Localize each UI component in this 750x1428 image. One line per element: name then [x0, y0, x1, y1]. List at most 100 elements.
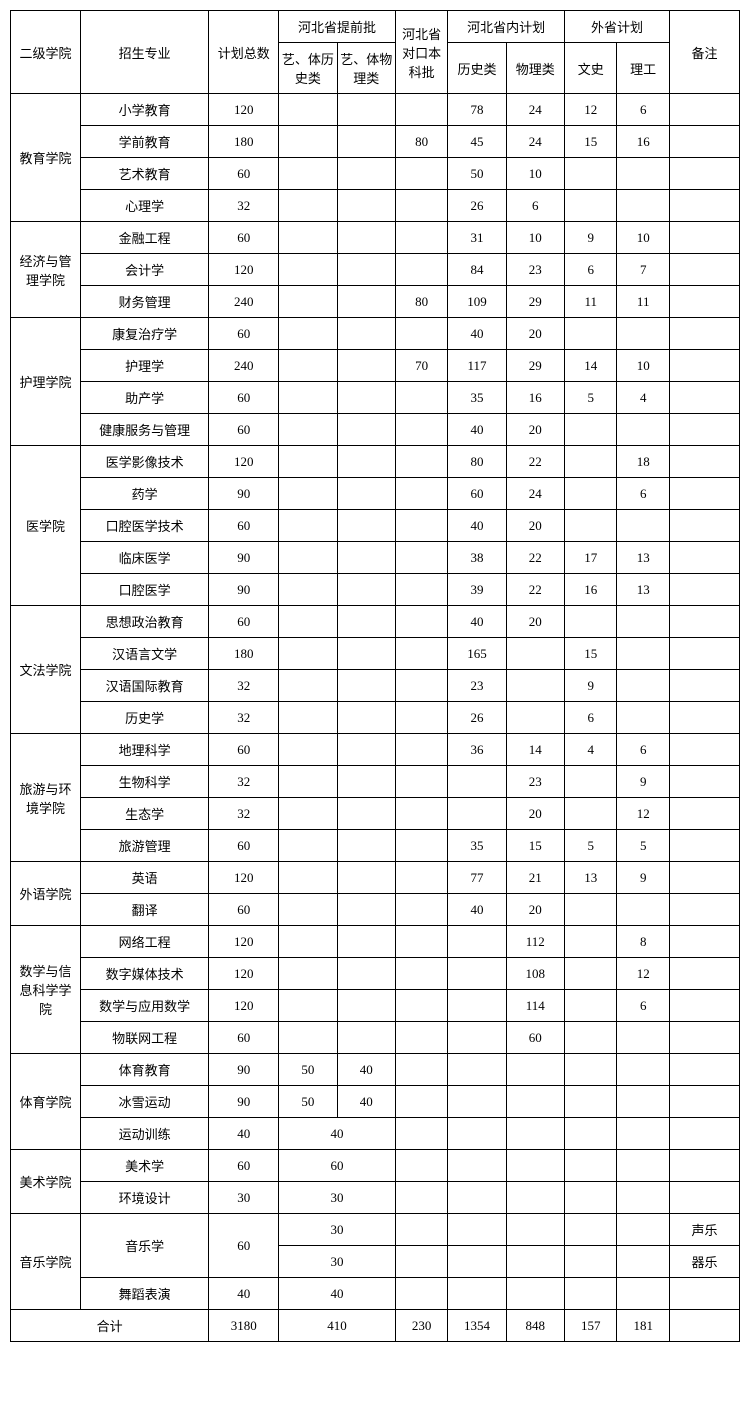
table-cell	[669, 638, 739, 670]
table-cell: 32	[209, 798, 279, 830]
table-cell	[279, 254, 337, 286]
table-cell: 12	[617, 798, 670, 830]
table-cell	[337, 1022, 395, 1054]
table-cell	[395, 318, 447, 350]
table-cell: 45	[448, 126, 506, 158]
college-name-cell: 外语学院	[11, 862, 81, 926]
table-cell	[279, 414, 337, 446]
table-cell	[669, 286, 739, 318]
table-cell: 1354	[448, 1310, 506, 1342]
table-cell	[564, 1182, 616, 1214]
table-cell	[395, 990, 447, 1022]
total-label: 合计	[11, 1310, 209, 1342]
table-cell	[669, 574, 739, 606]
table-row: 教育学院小学教育1207824126	[11, 94, 740, 126]
major-cell: 数字媒体技术	[80, 958, 208, 990]
table-cell	[395, 1150, 447, 1182]
table-cell	[395, 190, 447, 222]
major-cell: 数学与应用数学	[80, 990, 208, 1022]
table-cell	[617, 1022, 670, 1054]
college-name-cell: 护理学院	[11, 318, 81, 446]
table-cell: 30	[279, 1182, 396, 1214]
table-cell	[395, 382, 447, 414]
table-cell: 14	[564, 350, 616, 382]
table-cell: 120	[209, 862, 279, 894]
major-cell: 金融工程	[80, 222, 208, 254]
table-cell: 40	[279, 1278, 396, 1310]
table-cell: 120	[209, 958, 279, 990]
table-cell	[337, 638, 395, 670]
header-note: 备注	[669, 11, 739, 94]
table-cell	[337, 798, 395, 830]
table-cell	[279, 542, 337, 574]
table-cell	[669, 958, 739, 990]
table-row: 舞蹈表演4040	[11, 1278, 740, 1310]
table-cell: 230	[395, 1310, 447, 1342]
major-cell: 翻译	[80, 894, 208, 926]
table-cell	[506, 1150, 564, 1182]
table-cell	[337, 830, 395, 862]
table-cell	[337, 926, 395, 958]
table-cell	[506, 670, 564, 702]
table-cell: 15	[564, 638, 616, 670]
table-cell	[337, 670, 395, 702]
table-cell	[395, 446, 447, 478]
table-cell: 848	[506, 1310, 564, 1342]
header-college: 二级学院	[11, 11, 81, 94]
table-cell	[448, 1022, 506, 1054]
table-cell	[669, 798, 739, 830]
table-cell	[337, 734, 395, 766]
table-row: 生态学322012	[11, 798, 740, 830]
college-name-cell: 音乐学院	[11, 1214, 81, 1310]
table-row: 环境设计3030	[11, 1182, 740, 1214]
table-cell	[395, 606, 447, 638]
header-hist: 历史类	[448, 43, 506, 94]
table-header: 二级学院 招生专业 计划总数 河北省提前批 河北省对口本科批 河北省内计划 外省…	[11, 11, 740, 94]
table-cell: 90	[209, 542, 279, 574]
table-cell	[669, 830, 739, 862]
header-duikou: 河北省对口本科批	[395, 11, 447, 94]
table-cell: 40	[448, 894, 506, 926]
table-cell: 22	[506, 542, 564, 574]
table-cell: 32	[209, 670, 279, 702]
major-cell: 美术学	[80, 1150, 208, 1182]
table-cell	[564, 1214, 616, 1246]
table-cell	[564, 1278, 616, 1310]
major-cell: 历史学	[80, 702, 208, 734]
table-cell	[564, 1150, 616, 1182]
table-cell	[395, 1182, 447, 1214]
table-cell: 38	[448, 542, 506, 574]
table-cell: 10	[506, 222, 564, 254]
table-cell: 9	[564, 670, 616, 702]
major-cell: 英语	[80, 862, 208, 894]
table-cell: 声乐	[669, 1214, 739, 1246]
table-cell	[395, 862, 447, 894]
table-cell	[395, 414, 447, 446]
table-cell	[617, 1182, 670, 1214]
table-cell	[669, 1278, 739, 1310]
table-cell	[337, 382, 395, 414]
table-cell	[337, 126, 395, 158]
table-cell: 36	[448, 734, 506, 766]
table-cell	[279, 926, 337, 958]
table-cell: 31	[448, 222, 506, 254]
table-cell	[506, 1086, 564, 1118]
table-cell	[337, 222, 395, 254]
table-cell	[337, 574, 395, 606]
table-cell	[669, 254, 739, 286]
major-cell: 汉语言文学	[80, 638, 208, 670]
table-cell	[564, 318, 616, 350]
table-cell: 80	[448, 446, 506, 478]
table-cell	[395, 542, 447, 574]
table-cell	[395, 510, 447, 542]
table-cell	[337, 254, 395, 286]
table-cell	[506, 1054, 564, 1086]
table-row: 临床医学9038221713	[11, 542, 740, 574]
table-cell: 13	[617, 542, 670, 574]
table-cell	[395, 958, 447, 990]
table-cell	[669, 734, 739, 766]
table-cell: 12	[564, 94, 616, 126]
table-cell	[564, 798, 616, 830]
table-cell: 3180	[209, 1310, 279, 1342]
table-cell: 32	[209, 766, 279, 798]
